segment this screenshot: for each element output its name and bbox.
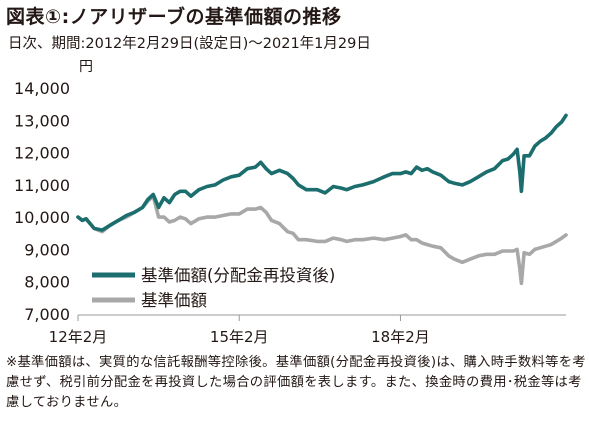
chart-subtitle: 日次、期間:2012年2月29日(設定日)～2021年1月29日 [8, 36, 371, 52]
legend-label: 基準価額 [141, 291, 207, 310]
y-tick-label: 10,000 [14, 208, 70, 227]
series-line [76, 194, 568, 286]
x-tick-label: 12年2月 [49, 328, 108, 346]
y-axis-unit: 円 [79, 59, 93, 75]
y-tick-label: 9,000 [24, 240, 70, 259]
series-line [76, 113, 568, 232]
y-tick-label: 13,000 [14, 111, 70, 130]
x-tick-label: 15年2月 [210, 328, 269, 346]
y-tick-label: 8,000 [24, 273, 70, 292]
legend: 基準価額(分配金再投資後) 基準価額 [92, 266, 335, 310]
x-axis: 12年2月 15年2月 18年2月 [49, 314, 566, 346]
series-lines [76, 113, 568, 286]
footnote: ※基準価額は、実質的な信託報酬等控除後。基準価額(分配金再投資後)は、購入時手数… [6, 355, 586, 410]
x-tick-label: 18年2月 [371, 328, 430, 346]
y-tick-label: 11,000 [14, 176, 70, 195]
y-tick-label: 7,000 [24, 305, 70, 324]
legend-label: 基準価額(分配金再投資後) [141, 266, 335, 285]
y-tick-label: 14,000 [14, 79, 70, 98]
y-axis: 7,000 8,000 9,000 10,000 11,000 12,000 13,000 1… [14, 79, 70, 324]
y-tick-label: 12,000 [14, 144, 70, 163]
chart-title: 図表①:ノアリザーブの基準価額の推移 [6, 6, 342, 28]
